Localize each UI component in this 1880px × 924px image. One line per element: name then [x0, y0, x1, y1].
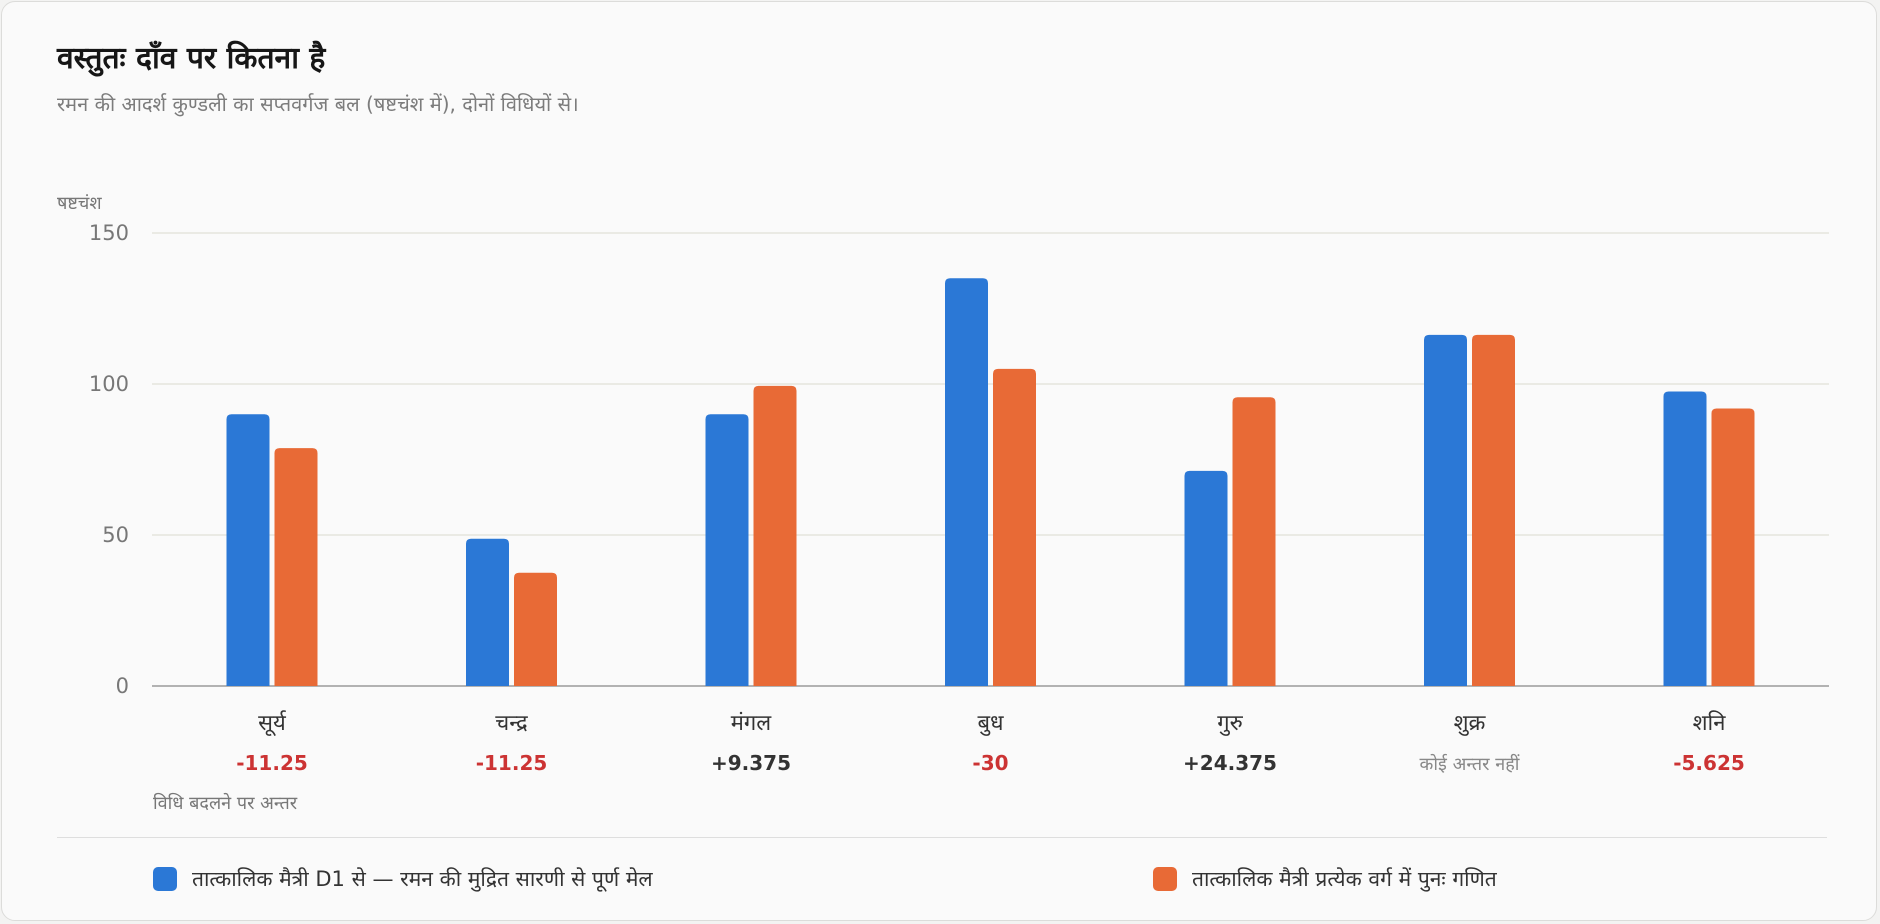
difference-label: -11.25: [236, 751, 308, 775]
difference-label: +24.375: [1183, 751, 1277, 775]
difference-label: कोई अन्तर नहीं: [1420, 753, 1520, 775]
x-category-label: मंगल: [731, 711, 773, 736]
x-category-label: शुक्र: [1454, 711, 1487, 736]
x-category-label: शनि: [1693, 710, 1727, 736]
y-tick-label: 150: [89, 221, 129, 245]
x-category-label: बुध: [977, 711, 1004, 736]
legend-label-series-b: तात्कालिक मैत्री प्रत्येक वर्ग में पुनः …: [1192, 867, 1497, 891]
y-axis-title: षष्टचंश: [57, 193, 102, 214]
chart-subtitle: रमन की आदर्श कुण्डली का सप्तवर्गज बल (षष…: [57, 92, 579, 116]
bar-series-a: [466, 538, 509, 686]
legend-swatch-series-b: [1153, 867, 1177, 891]
bar-series-a: [1424, 334, 1467, 686]
bar-series-b: [1232, 397, 1276, 686]
difference-row-caption: विधि बदलने पर अन्तर: [153, 792, 298, 814]
bar-series-a: [705, 414, 749, 686]
legend-swatch-series-a: [153, 867, 177, 891]
legend-divider: [57, 837, 1827, 838]
bar-chart: षष्टचंश 0 50 100 150 सूर्य -11.25 चन्द्र -11.25 म…: [57, 193, 1829, 814]
legend-item-series-a: तात्कालिक मैत्री D1 से — रमन की मुद्रित …: [153, 864, 653, 894]
bar-series-a: [1184, 470, 1228, 686]
bar-series-a: [226, 414, 270, 686]
difference-label: -5.625: [1673, 751, 1745, 775]
bar-series-a: [1663, 391, 1707, 686]
bar-series-b: [1472, 334, 1515, 686]
bar-series-b: [993, 368, 1036, 686]
difference-label: +9.375: [711, 751, 791, 775]
legend-item-series-b: तात्कालिक मैत्री प्रत्येक वर्ग में पुनः …: [1153, 864, 1497, 894]
x-category-label: चन्द्र: [495, 711, 528, 736]
x-category-label: गुरु: [1217, 711, 1243, 736]
y-tick-label: 50: [102, 523, 129, 547]
bar-series-b: [1711, 408, 1755, 686]
bar-series-b: [514, 572, 557, 686]
y-tick-label: 100: [89, 372, 129, 396]
bar-series-b: [753, 385, 797, 686]
difference-label: -30: [972, 751, 1008, 775]
bar-series-b: [274, 448, 318, 686]
y-tick-label: 0: [116, 674, 129, 698]
bar-series-a: [945, 278, 988, 686]
legend-label-series-a: तात्कालिक मैत्री D1 से — रमन की मुद्रित …: [192, 867, 653, 891]
x-category-label: सूर्य: [258, 710, 287, 737]
difference-label: -11.25: [476, 751, 548, 775]
chart-title: वस्तुतः दाँव पर कितना है: [57, 41, 326, 76]
